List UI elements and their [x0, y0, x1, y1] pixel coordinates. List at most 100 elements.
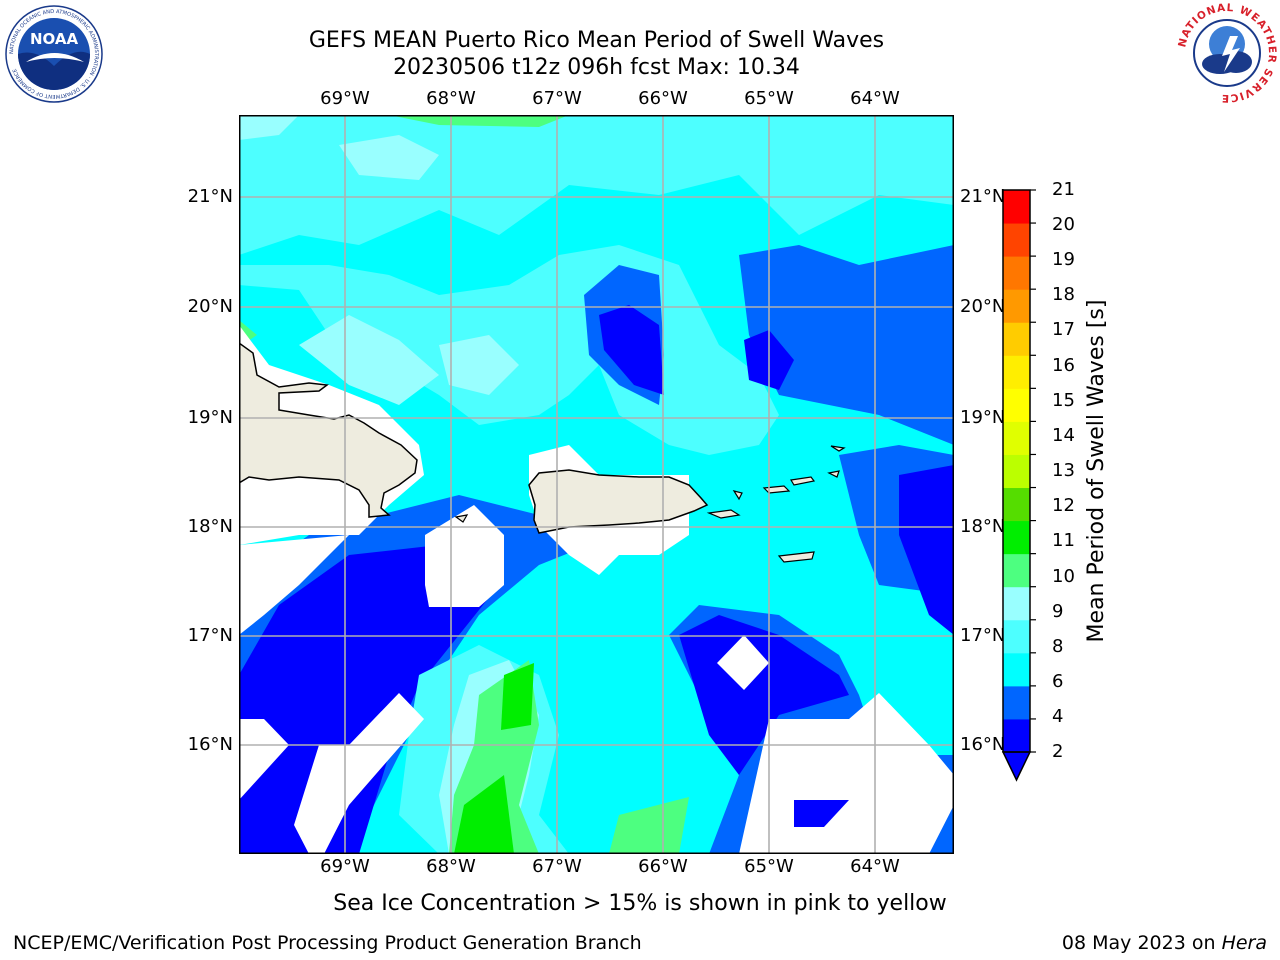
contour-band-8-9s-d — [439, 335, 519, 395]
colorbar-band — [1003, 355, 1030, 389]
colorbar-label: Mean Period of Swell Waves [s] — [1084, 299, 1109, 643]
colorbar-tick: 10 — [1052, 566, 1075, 587]
colorbar-tick: 16 — [1052, 355, 1075, 376]
colorbar-tick: 17 — [1052, 319, 1075, 340]
colorbar-tick: 11 — [1052, 530, 1075, 551]
colorbar-band — [1003, 256, 1030, 290]
colorbar-band — [1003, 388, 1030, 422]
contour-core-lt-2s-southeast — [679, 615, 849, 775]
lat-tick-left: 20°N — [187, 296, 233, 317]
land-tortola — [790, 476, 816, 486]
lat-tick-left: 19°N — [187, 407, 233, 428]
masked-area-southeast — [739, 693, 954, 854]
colorbar-band — [1003, 322, 1030, 356]
lon-tick-bottom: 68°W — [426, 856, 476, 877]
colorbar-band — [1003, 685, 1030, 720]
land-vieques — [706, 509, 741, 519]
lon-tick-top: 68°W — [426, 88, 476, 109]
colorbar-tick: 4 — [1052, 706, 1064, 727]
land-sombrero — [830, 445, 846, 452]
map-panel — [238, 115, 954, 854]
masked-area-mona-passage — [425, 505, 504, 607]
colorbar-tick: 12 — [1052, 495, 1075, 516]
lon-tick-bottom: 69°W — [320, 856, 370, 877]
colorbar — [1001, 187, 1038, 783]
masked-area-southwest-coast — [239, 535, 349, 635]
contour-core-lt-2s-east — [899, 465, 954, 635]
contour-band-8-9s-a — [339, 135, 439, 180]
map-subtitle: 20230506 t12z 096h fcst Max: 10.34 — [393, 55, 800, 80]
land-st-thomas — [762, 485, 791, 494]
sea-ice-caption: Sea Ice Concentration > 15% is shown in … — [333, 891, 947, 916]
lat-tick-right: 20°N — [960, 296, 1006, 317]
colorbar-band — [1003, 289, 1030, 323]
contour-band-2-4s-north-b — [739, 245, 954, 445]
footer-date: 08 May 2023 on Hera — [1062, 932, 1267, 954]
map-frame — [239, 115, 954, 854]
lon-tick-bottom: 67°W — [532, 856, 582, 877]
lat-tick-right: 16°N — [960, 734, 1006, 755]
contour-band-9-10s-southeast — [609, 797, 689, 854]
footer-credit: NCEP/EMC/Verification Post Processing Pr… — [13, 932, 642, 954]
contour-band-9-10s-top — [389, 115, 569, 127]
lon-tick-top: 67°W — [532, 88, 582, 109]
nws-logo: NATIONAL WEATHER SERVICE — [1176, 2, 1278, 104]
colorbar-tick: 13 — [1052, 460, 1075, 481]
lon-tick-top: 64°W — [850, 88, 900, 109]
contour-band-8-9s-c — [299, 315, 439, 405]
map-title: GEFS MEAN Puerto Rico Mean Period of Swe… — [308, 28, 885, 53]
colorbar-tick: 21 — [1052, 179, 1075, 200]
colorbar-tick: 15 — [1052, 390, 1075, 411]
land-st-croix — [777, 551, 815, 563]
contour-core-lt-2s-southwest — [239, 545, 499, 854]
colorbar-tick: 6 — [1052, 671, 1064, 692]
masked-area-south-b — [294, 693, 424, 854]
colorbar-tick: 9 — [1052, 601, 1064, 622]
colorbar-tick: 8 — [1052, 636, 1064, 657]
colorbar-band — [1003, 223, 1030, 257]
lat-tick-left: 17°N — [187, 625, 233, 646]
land-anegada — [827, 470, 840, 478]
lat-tick-right: 19°N — [960, 407, 1006, 428]
colorbar-band — [1003, 586, 1030, 621]
colorbar-tick: 18 — [1052, 284, 1075, 305]
contour-core-lt-2s-north-a — [599, 305, 664, 395]
noaa-logo: NATIONAL OCEANIC AND ATMOSPHERIC ADMINIS… — [4, 4, 104, 104]
lon-tick-bottom: 66°W — [638, 856, 688, 877]
colorbar-tick: 14 — [1052, 425, 1075, 446]
colorbar-extend-arrow — [1001, 751, 1032, 782]
colorbar-band — [1003, 652, 1030, 687]
lon-tick-top: 65°W — [744, 88, 794, 109]
lon-tick-top: 69°W — [320, 88, 370, 109]
colorbar-band — [1003, 520, 1030, 555]
map-gridlines — [239, 115, 954, 854]
contour-core-lt-2s-southeast-small — [794, 800, 849, 827]
swell-period-contour-map — [238, 115, 954, 854]
colorbar-frame — [1002, 189, 1031, 753]
lat-tick-left: 21°N — [187, 186, 233, 207]
lat-tick-right: 17°N — [960, 625, 1006, 646]
colorbar-band — [1003, 718, 1030, 753]
lat-tick-left: 18°N — [187, 516, 233, 537]
noaa-logo-text: NOAA — [30, 30, 79, 48]
lat-tick-right: 21°N — [960, 186, 1006, 207]
lon-tick-bottom: 64°W — [850, 856, 900, 877]
colorbar-band — [1003, 619, 1030, 654]
colorbar-band — [1003, 454, 1030, 489]
lon-tick-bottom: 65°W — [744, 856, 794, 877]
lon-tick-top: 66°W — [638, 88, 688, 109]
contour-band-10-11s-south-b — [454, 775, 514, 854]
contour-band-10-11s-south-a — [501, 663, 534, 730]
colorbar-bands — [1001, 189, 1036, 782]
footer-date-text: 08 May 2023 on — [1061, 932, 1222, 954]
masked-area-south-a — [239, 719, 289, 800]
colorbar-band — [1003, 421, 1030, 455]
colorbar-band — [1003, 553, 1030, 588]
colorbar-tick: 2 — [1052, 741, 1064, 762]
colorbar-band — [1003, 190, 1030, 224]
colorbar-tick: 19 — [1052, 249, 1075, 270]
colorbar-tick: 20 — [1052, 214, 1075, 235]
land-mona-island — [454, 514, 469, 523]
masked-area-east-patch — [717, 635, 769, 690]
land-culebra — [732, 490, 743, 501]
